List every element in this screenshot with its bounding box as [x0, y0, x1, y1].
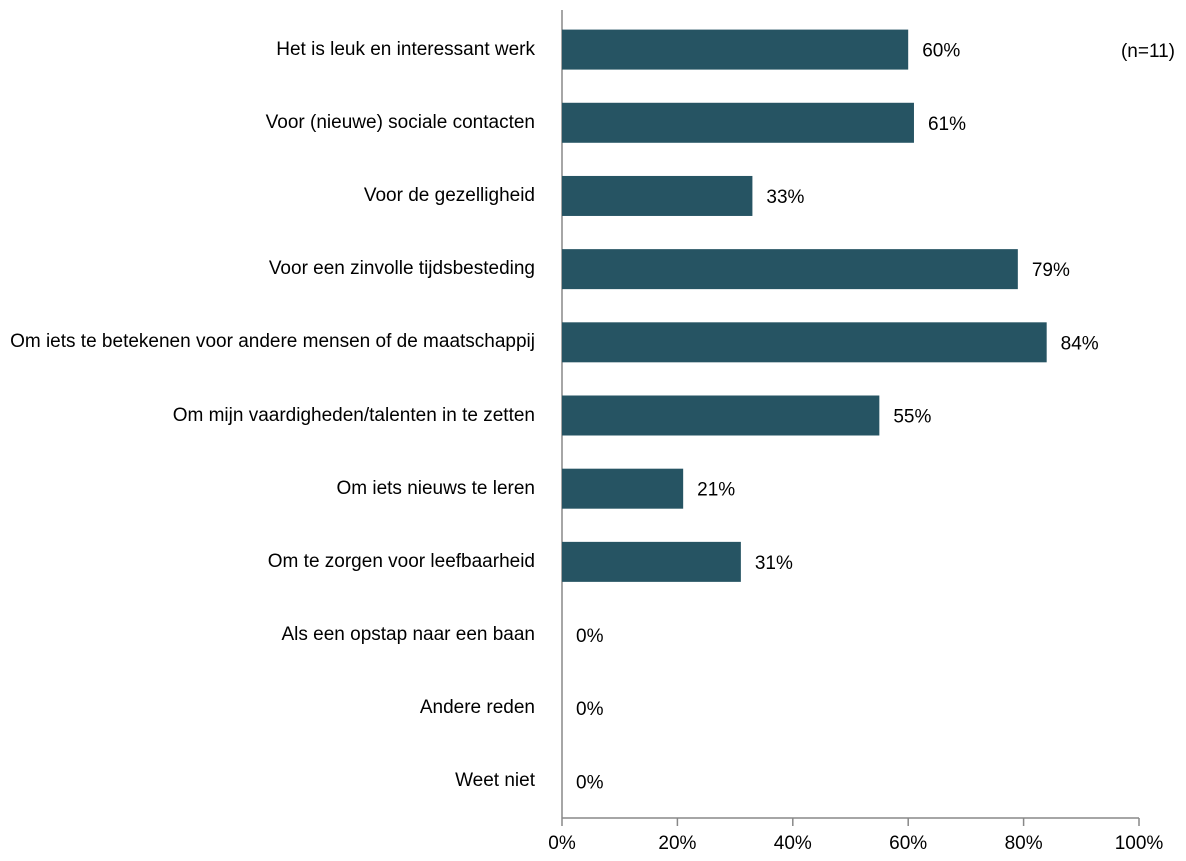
- value-label: 0%: [576, 772, 604, 793]
- x-tick-label: 40%: [774, 833, 812, 854]
- value-label: 0%: [576, 699, 604, 720]
- value-label: 21%: [697, 480, 735, 501]
- value-label: 61%: [928, 114, 966, 135]
- x-tick-label: 80%: [1005, 833, 1043, 854]
- category-label: Om iets nieuws te leren: [336, 477, 535, 499]
- value-label: 55%: [893, 407, 931, 428]
- value-label: 79%: [1032, 260, 1070, 281]
- bar: [562, 175, 753, 216]
- category-label: Het is leuk en interessant werk: [276, 38, 535, 60]
- bar: [562, 395, 880, 436]
- category-label: Weet niet: [455, 770, 535, 792]
- category-label: Om te zorgen voor leefbaarheid: [267, 550, 535, 572]
- category-label: Voor de gezelligheid: [363, 184, 535, 206]
- bar: [562, 541, 741, 582]
- bar: [562, 468, 684, 509]
- value-label: 0%: [576, 626, 604, 647]
- bar: [562, 249, 1018, 290]
- category-label: Andere reden: [419, 697, 535, 719]
- category-label: Voor een zinvolle tijdsbesteding: [268, 258, 535, 280]
- category-label: Voor (nieuwe) sociale contacten: [265, 111, 535, 133]
- category-label: Om mijn vaardigheden/talenten in te zett…: [172, 404, 535, 426]
- annotation: (n=11): [1121, 41, 1175, 62]
- value-label: 84%: [1061, 333, 1099, 354]
- x-tick-label: 0%: [548, 833, 576, 854]
- x-tick-label: 60%: [889, 833, 927, 854]
- x-tick-label: 100%: [1115, 833, 1164, 854]
- value-label: 31%: [755, 553, 793, 574]
- value-label: 60%: [922, 41, 960, 62]
- bar: [562, 322, 1047, 363]
- value-label: 33%: [766, 187, 804, 208]
- bar: [562, 102, 914, 143]
- x-tick-label: 20%: [658, 833, 696, 854]
- bar: [562, 29, 909, 70]
- category-label: Als een opstap naar een baan: [281, 624, 535, 646]
- category-label: Om iets te betekenen voor andere mensen …: [10, 331, 535, 353]
